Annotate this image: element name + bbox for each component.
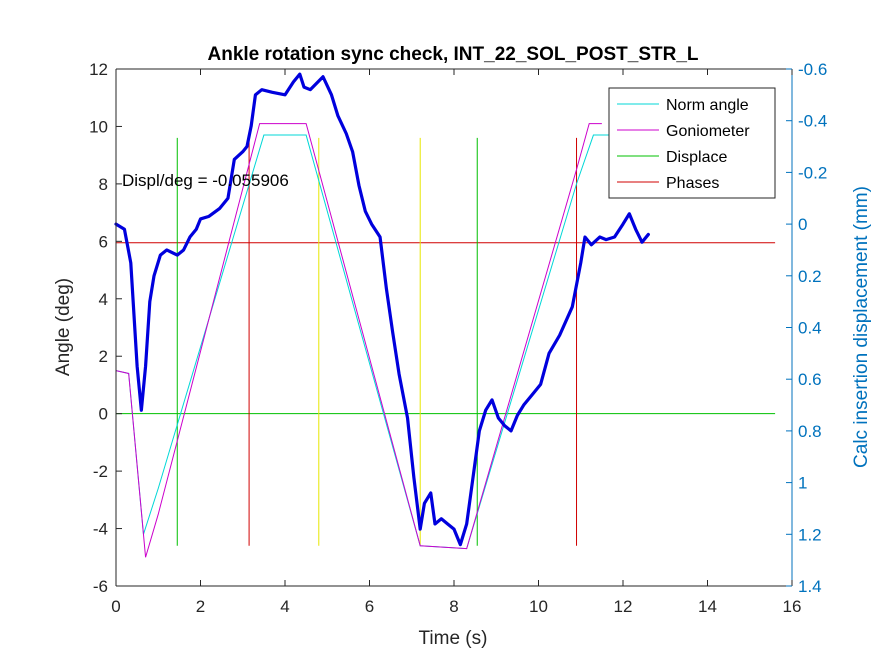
legend-label-2: Displace [666,149,727,166]
right-y-tick-label: 1.4 [798,577,822,596]
x-tick-label: 16 [783,597,802,616]
y-tick-label: 0 [99,405,108,424]
legend: Norm angle Goniometer Displace Phases [608,87,776,199]
y-tick-label: 12 [89,60,108,79]
legend-label-1: Goniometer [666,123,750,140]
y-tick-label: 10 [89,117,108,136]
y-tick-label: 6 [99,232,108,251]
y-axis-label: Angle (deg) [53,278,74,376]
x-tick-label: 10 [529,597,548,616]
x-tick-label: 4 [280,597,289,616]
legend-box [608,87,776,199]
y-tick-label: -6 [93,577,108,596]
x-tick-label: 12 [614,597,633,616]
x-axis-label: Time (s) [419,628,488,649]
y-tick-label: -2 [93,462,108,481]
x-tick-label: 0 [111,597,120,616]
right-y-tick-label: -0.6 [798,60,827,79]
right-y-tick-label: 1 [798,474,807,493]
legend-label-0: Norm angle [666,97,749,114]
right-y-tick-label: 0 [798,215,807,234]
right-y-axis-label: Calc insertion displacement (mm) [851,186,872,468]
legend-label-3: Phases [666,175,719,192]
x-tick-label: 6 [365,597,374,616]
y-tick-label: 4 [99,290,108,309]
right-y-tick-label: 0.4 [798,319,822,338]
y-tick-label: -4 [93,520,108,539]
chart-title: Ankle rotation sync check, INT_22_SOL_PO… [208,44,699,65]
right-y-tick-label: 0.2 [798,267,822,286]
x-tick-label: 14 [698,597,717,616]
right-y-tick-label: -0.2 [798,163,827,182]
right-y-tick-label: -0.4 [798,112,827,131]
displacement-line [114,72,650,547]
x-tick-label: 8 [449,597,458,616]
x-tick-label: 2 [196,597,205,616]
right-y-tick-label: 0.6 [798,370,822,389]
right-y-tick-label: 0.8 [798,422,822,441]
y-tick-label: 8 [99,175,108,194]
plot-area [114,72,776,558]
right-y-tick-label: 1.2 [798,525,822,544]
goniometer-line [115,123,602,558]
displ-per-deg-annotation: Displ/deg = -0.055906 [122,171,289,190]
y-tick-label: 2 [99,347,108,366]
